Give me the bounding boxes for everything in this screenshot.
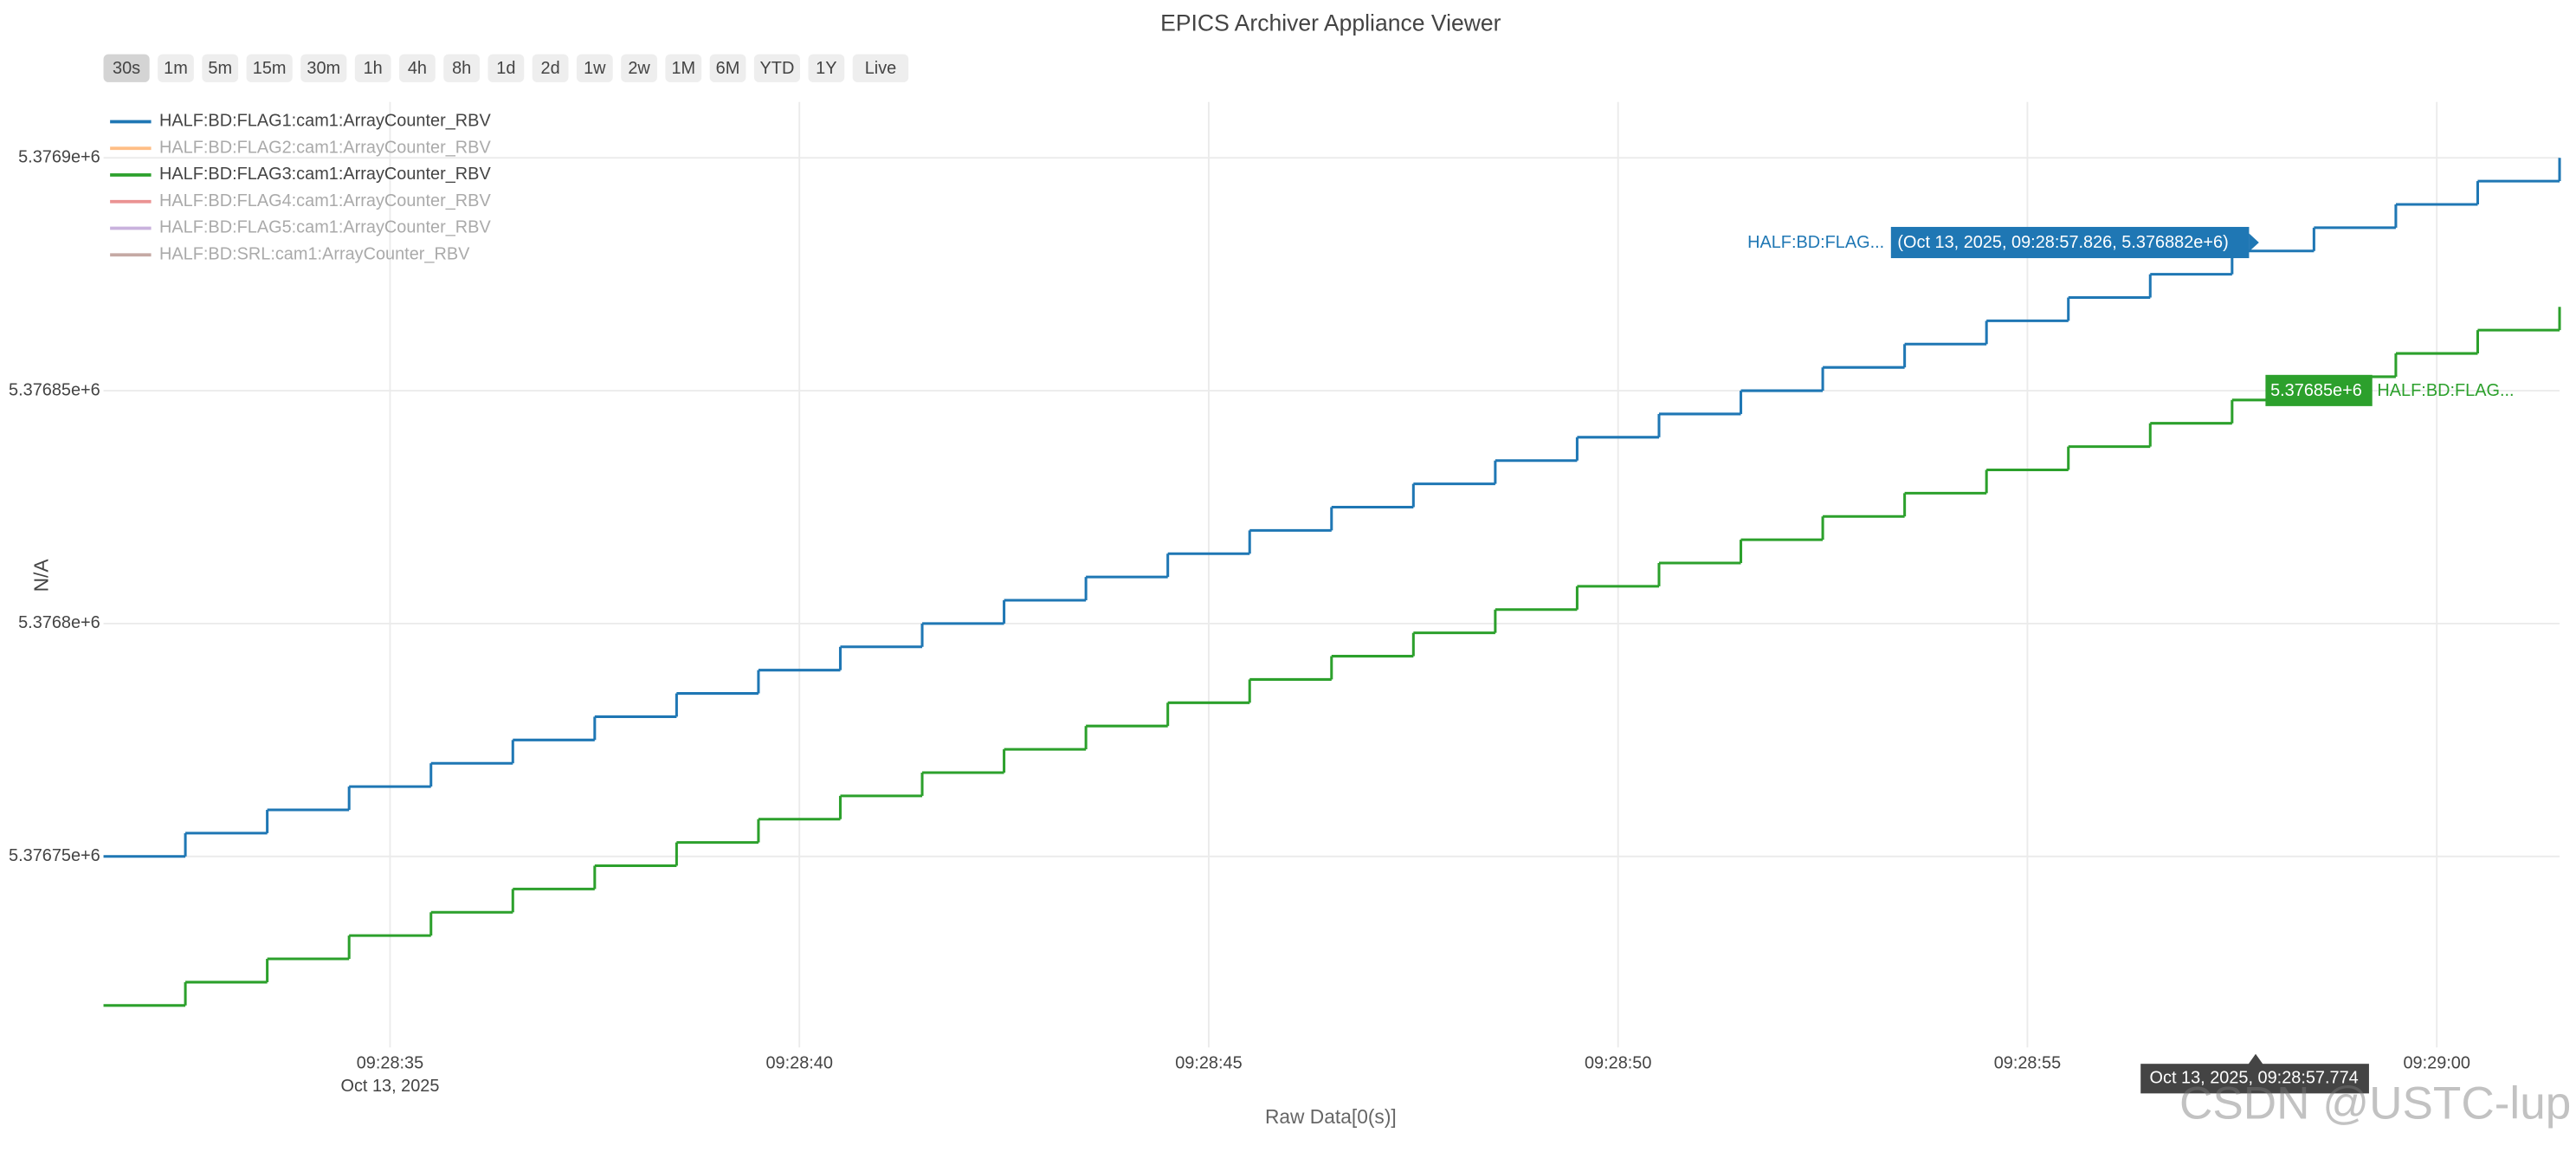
range-button[interactable] (532, 54, 569, 82)
range-button-label: 1w (584, 59, 606, 78)
range-button[interactable] (852, 54, 909, 82)
y-tick-label: 5.37675e+6 (9, 846, 100, 865)
range-button[interactable] (621, 54, 657, 82)
range-button-label: 30s (113, 59, 140, 78)
range-button[interactable] (202, 54, 239, 82)
legend-label[interactable]: HALF:BD:FLAG3:cam1:ArrayCounter_RBV (159, 165, 491, 184)
legend-label[interactable]: HALF:BD:SRL:cam1:ArrayCounter_RBV (159, 244, 470, 263)
range-button[interactable] (808, 54, 845, 82)
range-button[interactable] (753, 54, 800, 82)
range-button-label: 1m (164, 59, 188, 78)
x-axis-title: Raw Data[0(s)] (1265, 1105, 1397, 1128)
y-tick-label: 5.3769e+6 (18, 147, 100, 166)
range-button-label: 1d (496, 59, 515, 78)
range-button[interactable] (709, 54, 746, 82)
x-tick-label: 09:28:45 (1175, 1053, 1242, 1072)
hover-x-box (2140, 1064, 2369, 1094)
hover-pointer (2249, 233, 2259, 252)
range-button-label: 6M (716, 59, 740, 78)
hover-label-box (2265, 374, 2373, 406)
range-button[interactable] (487, 54, 525, 82)
range-button-label: 15m (253, 59, 287, 78)
range-button-label: YTD (760, 59, 795, 78)
range-button-label: 1h (364, 59, 383, 78)
hover-label: 5.37685e+6 (2270, 381, 2362, 400)
hover-label-box (1890, 226, 2250, 259)
range-button[interactable] (300, 54, 347, 82)
range-button-label: 1Y (816, 59, 836, 78)
chart-title: EPICS Archiver Appliance Viewer (1160, 10, 1501, 36)
range-button-label: 4h (408, 59, 427, 78)
y-tick-label: 5.3768e+6 (18, 613, 100, 632)
x-tick-label: 09:28:35 (357, 1053, 423, 1072)
hover-x-label: Oct 13, 2025, 09:28:57.774 (2150, 1069, 2359, 1088)
y-tick-label: 5.37685e+6 (9, 380, 100, 399)
range-button[interactable] (399, 54, 436, 82)
range-button[interactable] (158, 54, 194, 82)
range-button[interactable] (576, 54, 613, 82)
range-button[interactable] (354, 54, 391, 82)
hover-pointer (2247, 1053, 2264, 1066)
legend-label[interactable]: HALF:BD:FLAG2:cam1:ArrayCounter_RBV (159, 138, 491, 157)
range-button[interactable] (665, 54, 702, 82)
range-button[interactable] (246, 54, 293, 82)
range-button-label: 30m (307, 59, 340, 78)
range-button-label: Live (865, 59, 897, 78)
hover-label: (Oct 13, 2025, 09:28:57.826, 5.376882e+6… (1897, 233, 2228, 252)
legend-label[interactable]: HALF:BD:FLAG4:cam1:ArrayCounter_RBV (159, 191, 491, 210)
range-button-label: 5m (208, 59, 232, 78)
hover-name: HALF:BD:FLAG... (1747, 233, 1884, 252)
range-button-label: 8h (452, 59, 471, 78)
x-date-label: Oct 13, 2025 (340, 1077, 439, 1096)
x-tick-label: 09:28:55 (1994, 1053, 2061, 1072)
x-tick-label: 09:29:00 (2403, 1053, 2469, 1072)
legend-label[interactable]: HALF:BD:FLAG1:cam1:ArrayCounter_RBV (159, 112, 491, 131)
range-button[interactable] (443, 54, 481, 82)
legend-label[interactable]: HALF:BD:FLAG5:cam1:ArrayCounter_RBV (159, 218, 491, 237)
range-button-label: 1M (671, 59, 695, 78)
range-button-label: 2d (541, 59, 560, 78)
range-button-label: 2w (628, 59, 650, 78)
x-tick-label: 09:28:50 (1585, 1053, 1651, 1072)
y-axis-title: N/A (29, 559, 52, 592)
range-button[interactable] (103, 54, 150, 82)
hover-name: HALF:BD:FLAG... (2377, 381, 2514, 400)
x-tick-label: 09:28:40 (765, 1053, 832, 1072)
watermark: CSDN @USTC-lup (2179, 1078, 2571, 1129)
